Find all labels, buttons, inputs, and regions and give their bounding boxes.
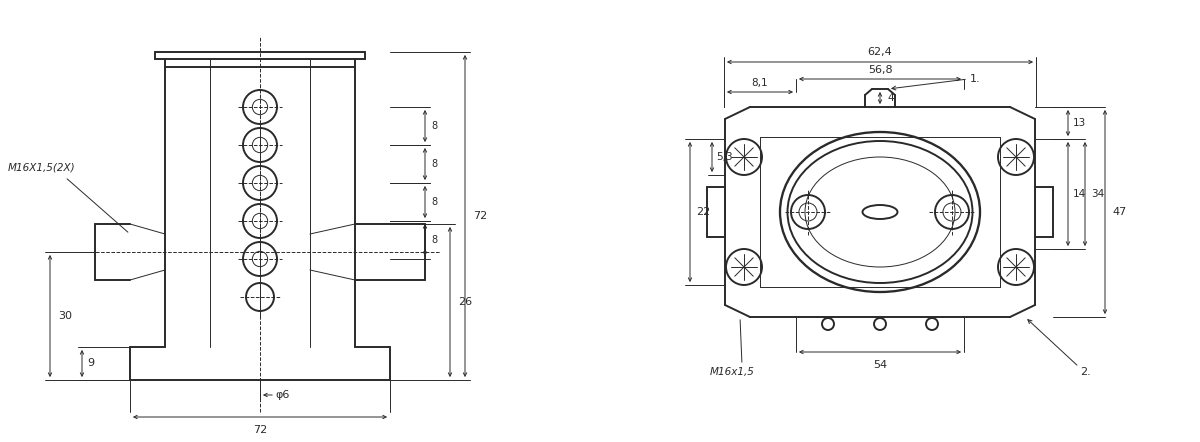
Text: 5,3: 5,3 (716, 152, 733, 162)
Text: M16X1,5(2X): M16X1,5(2X) (8, 162, 76, 172)
Text: 30: 30 (58, 311, 72, 321)
Text: 8: 8 (431, 121, 437, 131)
Text: φ6: φ6 (275, 390, 289, 400)
Text: 1.: 1. (970, 74, 980, 84)
Text: 4: 4 (887, 93, 894, 103)
Text: 54: 54 (872, 360, 887, 370)
Text: 47: 47 (1112, 207, 1127, 217)
Text: 26: 26 (458, 297, 472, 307)
Text: 72: 72 (253, 425, 268, 435)
Text: 14: 14 (1073, 189, 1086, 199)
Text: 22: 22 (696, 207, 710, 217)
Text: 9: 9 (88, 358, 94, 369)
Text: 13: 13 (1073, 118, 1086, 128)
Text: 34: 34 (1091, 189, 1104, 199)
Text: 8: 8 (431, 159, 437, 169)
Text: 8: 8 (431, 235, 437, 245)
Text: 2.: 2. (1080, 367, 1091, 377)
Text: 62,4: 62,4 (868, 47, 893, 57)
Text: M16x1,5: M16x1,5 (710, 367, 755, 377)
Text: 72: 72 (473, 211, 487, 221)
Text: 8: 8 (431, 197, 437, 207)
Text: 56,8: 56,8 (868, 65, 893, 75)
Text: 8,1: 8,1 (751, 78, 768, 88)
